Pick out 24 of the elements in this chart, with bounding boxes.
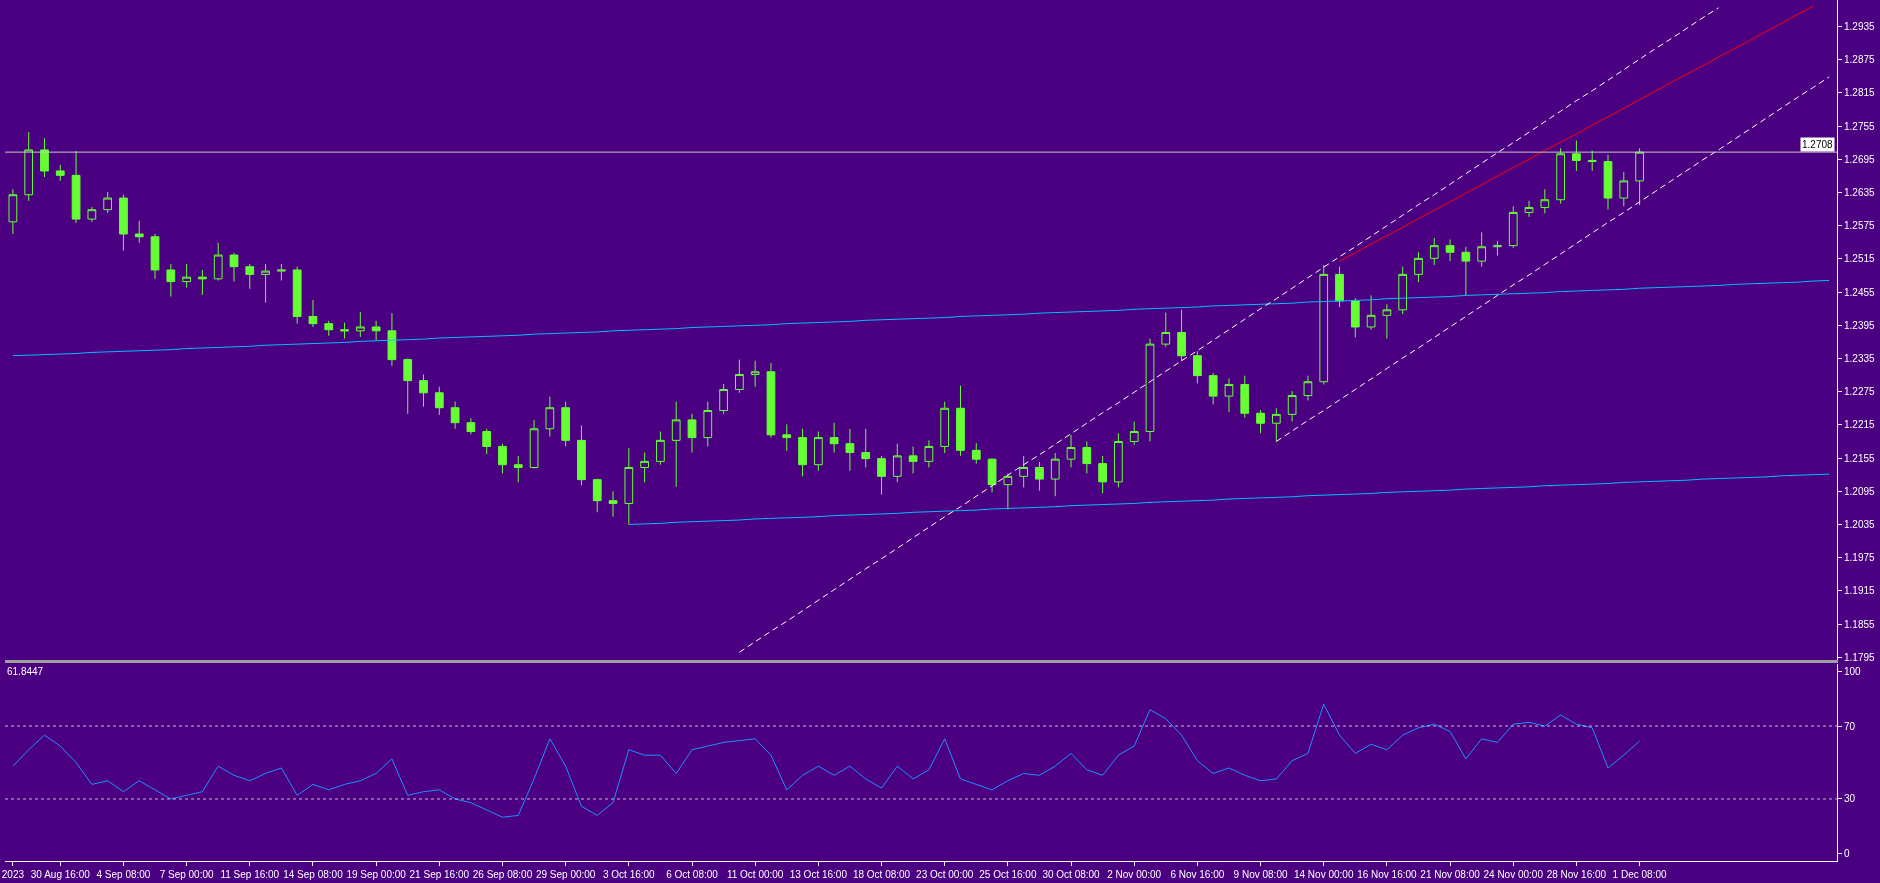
y-tick-label: 1.2095 xyxy=(1844,485,1876,497)
y-tick-label: 1.2935 xyxy=(1844,21,1876,33)
y-tick-label: 1.1795 xyxy=(1844,651,1876,663)
y-tick-label: 1.2875 xyxy=(1844,54,1876,66)
y-tick-label: 1.2695 xyxy=(1844,153,1876,165)
y-tick-label: 100 xyxy=(1844,665,1862,677)
y-tick-label: 1.2755 xyxy=(1844,120,1876,132)
y-tick-label: 0 xyxy=(1844,848,1850,860)
y-tick-label: 1.2395 xyxy=(1844,319,1876,331)
y-tick-label: 1.2815 xyxy=(1844,87,1876,99)
y-tick-label: 1.2035 xyxy=(1844,518,1876,530)
y-tick-label: 1.2455 xyxy=(1844,286,1876,298)
y-tick-label: 1.1855 xyxy=(1844,618,1876,630)
y-tick-label: 1.1915 xyxy=(1844,585,1876,597)
y-tick-label: 1.2635 xyxy=(1844,187,1876,199)
y-tick-label: 1.2275 xyxy=(1844,386,1876,398)
y-tick-label: 1.2515 xyxy=(1844,253,1876,265)
y-tick-label: 30 xyxy=(1844,793,1856,805)
y-tick-label: 1.2155 xyxy=(1844,452,1876,464)
y-tick-label: 1.1975 xyxy=(1844,552,1876,564)
y-tick-label: 70 xyxy=(1844,720,1856,732)
y-tick-label: 1.2575 xyxy=(1844,220,1876,232)
y-tick-label: 1.2215 xyxy=(1844,419,1876,431)
y-tick-label: 1.2335 xyxy=(1844,352,1876,364)
